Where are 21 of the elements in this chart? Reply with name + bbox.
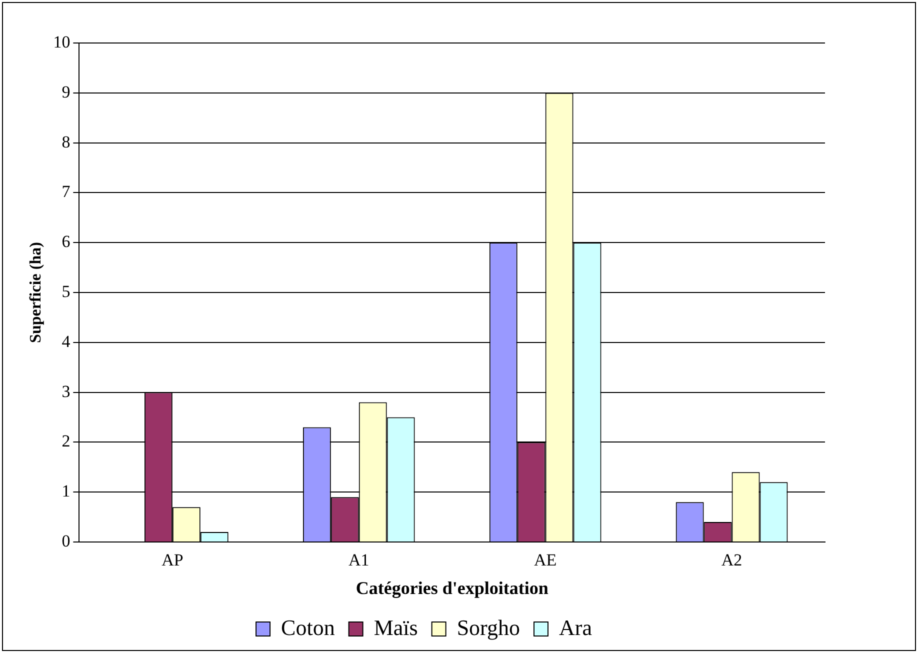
- y-tick-label: 2: [62, 432, 70, 451]
- x-tick-label: A1: [348, 550, 370, 570]
- y-tick-label: 6: [62, 232, 70, 252]
- y-tick-label: 5: [62, 282, 70, 301]
- x-tick-label: AP: [162, 550, 184, 570]
- y-tick-label: 1: [62, 482, 70, 501]
- legend-label: Maïs: [374, 614, 418, 640]
- y-tick-label: 0: [62, 531, 70, 550]
- x-tick-label: A2: [721, 550, 742, 570]
- y-tick-label: 10: [53, 32, 70, 52]
- y-tick-label: 7: [62, 182, 71, 202]
- legend-label: Sorgho: [456, 614, 520, 640]
- y-tick-label: 9: [62, 82, 70, 102]
- y-tick-label: 4: [62, 332, 71, 351]
- y-axis-title: Superficie (ha): [28, 242, 45, 343]
- y-tick-label: 8: [62, 132, 70, 152]
- y-tick-label: 3: [62, 382, 70, 401]
- x-axis-title: Catégories d'exploitation: [356, 578, 548, 598]
- x-tick-label: AE: [534, 550, 557, 570]
- legend-label: Ara: [558, 614, 592, 640]
- legend-label: Coton: [281, 614, 335, 640]
